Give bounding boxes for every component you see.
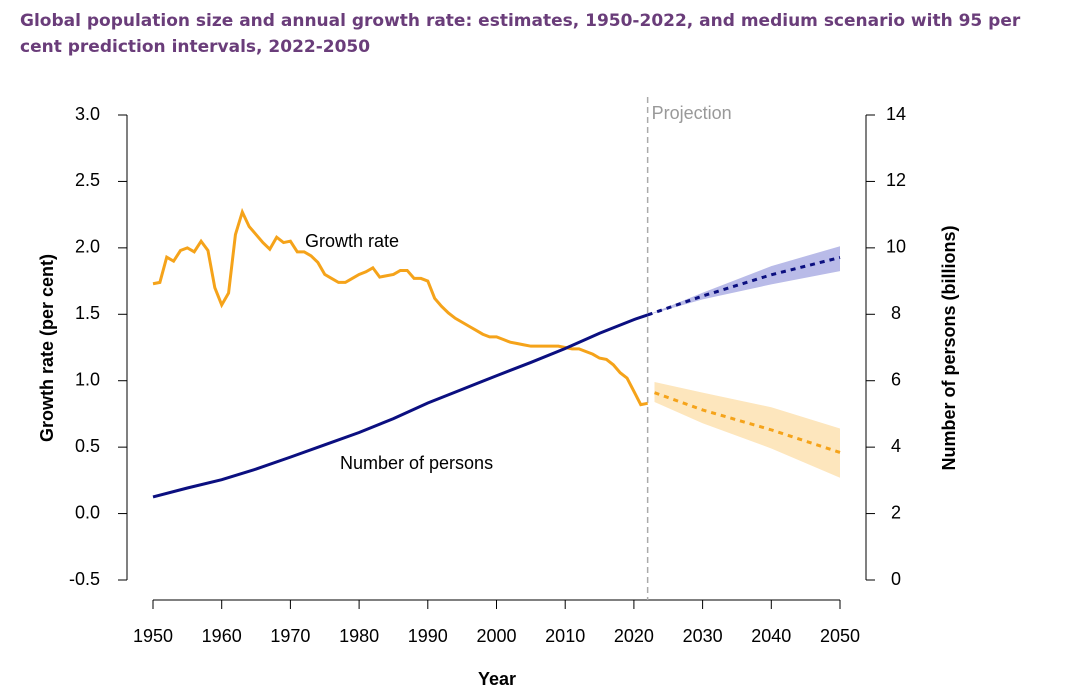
y2-tick-label: 14 [886,104,906,124]
y2-tick-label: 10 [886,237,906,257]
x-tick-label: 1950 [133,626,173,646]
x-tick-label: 2010 [545,626,585,646]
y-tick-label: 2.5 [75,170,100,190]
y2-axis-label: Number of persons (billions) [939,225,959,470]
x-tick-label: 1980 [339,626,379,646]
x-tick-label: 2030 [683,626,723,646]
x-tick-label: 1970 [270,626,310,646]
series-line [152,313,649,499]
y-tick-label: 0.0 [75,502,100,522]
x-axis-label: Year [478,669,516,689]
y-axis-label: Growth rate (per cent) [37,254,57,442]
y2-tick-label: 2 [891,502,901,522]
prediction-interval [654,382,840,478]
y-tick-label: 2.0 [75,237,100,257]
series-line [152,207,648,407]
projection-label: Projection [652,103,732,123]
y2-tick-label: 8 [891,303,901,323]
projection-series-line [647,256,841,317]
y-tick-label: 1.5 [75,303,100,323]
x-tick-label: 1960 [202,626,242,646]
chart-title: Global population size and annual growth… [20,11,1021,57]
y-tick-label: 0.5 [75,436,100,456]
y-tick-label: 1.0 [75,369,100,389]
series-annotation: Number of persons [340,453,493,473]
y2-tick-label: 0 [891,569,901,589]
y2-tick-label: 12 [886,170,906,190]
x-tick-label: 2050 [820,626,860,646]
x-tick-label: 2000 [476,626,516,646]
y2-tick-label: 6 [891,369,901,389]
y2-tick-label: 4 [891,436,901,456]
y-tick-label: -0.5 [69,569,100,589]
x-tick-label: 2040 [751,626,791,646]
x-tick-label: 2020 [614,626,654,646]
series-annotation: Growth rate [305,231,399,251]
y-tick-label: 3.0 [75,104,100,124]
x-tick-label: 1990 [408,626,448,646]
